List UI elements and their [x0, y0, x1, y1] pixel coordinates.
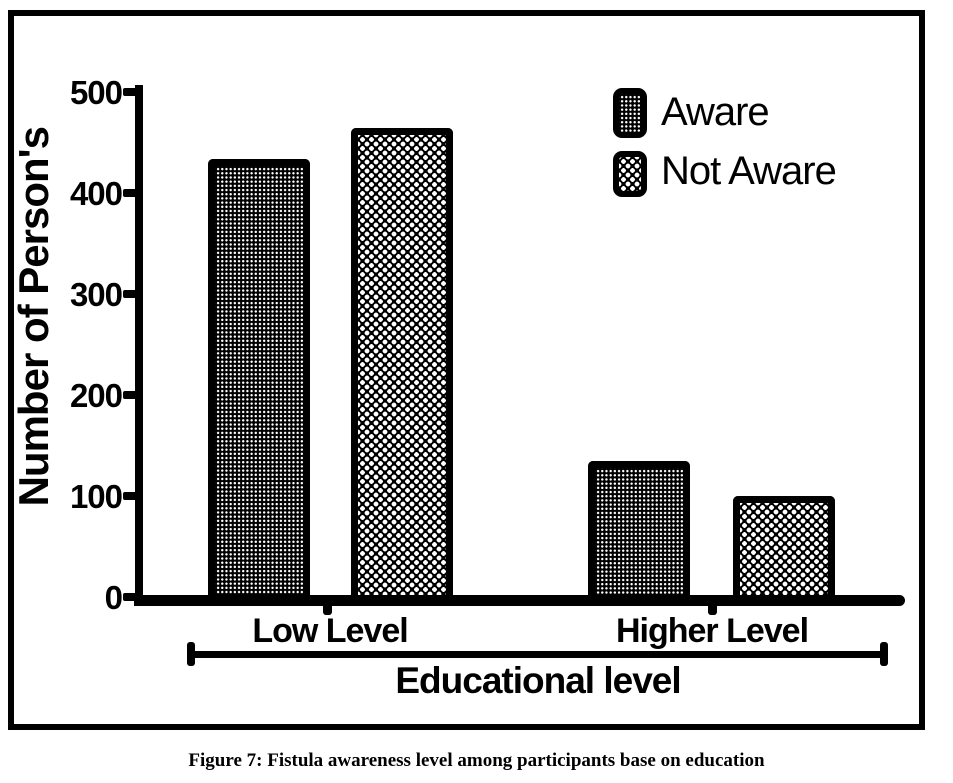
figure-caption: Figure 7: Fistula awareness level among …	[188, 750, 765, 771]
y-axis-line	[135, 85, 143, 606]
legend-label-aware: Aware	[661, 90, 770, 134]
y-tick-label-400: 400	[69, 175, 123, 212]
chart-frame	[8, 10, 925, 730]
y-axis-tick-300	[123, 290, 137, 298]
bar-higher-level-aware	[588, 461, 690, 600]
legend-label-not-aware: Not Aware	[661, 149, 837, 193]
x-axis-bracket-line	[190, 651, 885, 658]
y-axis-tick-400	[123, 189, 137, 197]
y-axis-tick-0	[123, 593, 137, 601]
y-axis-tick-500	[123, 88, 137, 96]
legend-swatch-aware-icon	[613, 88, 647, 138]
x-axis-title: Educational level	[395, 660, 681, 701]
y-tick-label-100: 100	[69, 478, 123, 515]
x-axis-bracket-right-cap	[880, 642, 888, 666]
x-axis-bracket-left-cap	[187, 642, 195, 666]
y-axis-tick-100	[123, 492, 137, 500]
bar-low-level-not-aware	[351, 128, 453, 600]
x-axis-tick-low-level	[323, 606, 332, 615]
bar-higher-level-not-aware	[733, 496, 835, 600]
y-tick-label-500: 500	[69, 74, 123, 111]
bar-low-level-aware	[208, 159, 310, 600]
y-tick-label-0: 0	[104, 579, 123, 616]
x-axis-line	[134, 595, 905, 606]
legend-swatch-not-aware-icon	[613, 151, 647, 197]
y-tick-label-200: 200	[69, 377, 123, 414]
y-axis-tick-200	[123, 391, 137, 399]
category-label-low-level: Low Level	[252, 612, 408, 650]
category-label-higher-level: Higher Level	[615, 612, 809, 650]
y-tick-label-300: 300	[69, 276, 123, 313]
x-axis-tick-higher-level	[708, 606, 717, 615]
